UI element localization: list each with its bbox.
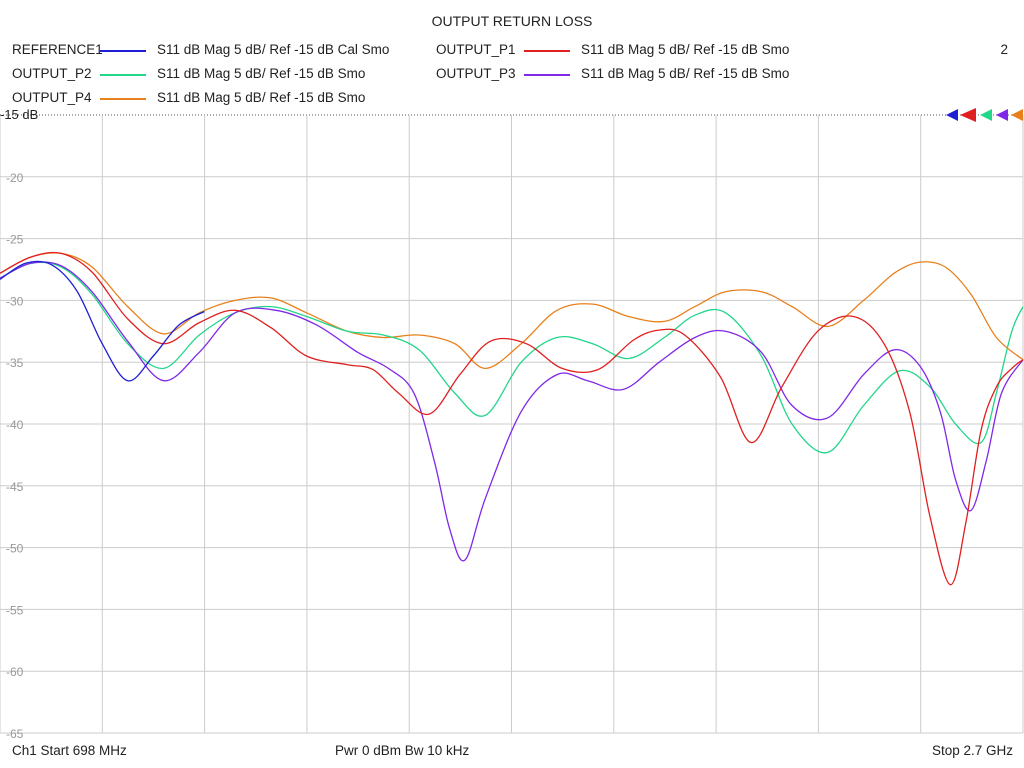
- legend-series-desc: S11 dB Mag 5 dB/ Ref -15 dB Smo: [157, 66, 366, 81]
- legend-swatch: [524, 50, 570, 52]
- legend-series-name: OUTPUT_P3: [436, 66, 516, 81]
- y-tick-label: -55: [6, 603, 24, 617]
- ref-marker-output-p1: [960, 108, 976, 122]
- ref-marker-reference1: [946, 109, 958, 121]
- ref-marker-output-p2: [980, 109, 992, 121]
- y-tick-label: -50: [6, 542, 24, 556]
- footer-stop: Stop 2.7 GHz: [931, 743, 1013, 758]
- legend-entry: REFERENCE1 S11 dB Mag 5 dB/ Ref -15 dB Ca…: [12, 42, 432, 60]
- trace-output-p1: [0, 251, 1024, 586]
- y-tick-label: -20: [6, 171, 24, 185]
- legend-swatch: [100, 50, 146, 52]
- legend-swatch: [100, 98, 146, 100]
- legend-series-desc: S11 dB Mag 5 dB/ Ref -15 dB Smo: [157, 90, 366, 105]
- y-tick-label: -45: [6, 480, 24, 494]
- legend-entry: OUTPUT_P1 S11 dB Mag 5 dB/ Ref -15 dB Smo: [436, 42, 856, 60]
- chart-title: OUTPUT RETURN LOSS: [431, 13, 593, 29]
- y-tick-label: -65: [6, 727, 24, 741]
- y-tick-label: -25: [6, 233, 24, 247]
- traces: [0, 251, 1024, 586]
- legend-series-name: REFERENCE1: [12, 42, 103, 57]
- legend-series-name: OUTPUT_P2: [12, 66, 92, 81]
- legend-entry: OUTPUT_P3 S11 dB Mag 5 dB/ Ref -15 dB Smo: [436, 66, 856, 84]
- y-tick-label: -40: [6, 418, 24, 432]
- y-tick-labels: -20 -25 -30 -35 -40 -45 -50 -55 -60 -65: [6, 171, 24, 741]
- legend-series-desc: S11 dB Mag 5 dB/ Ref -15 dB Smo: [581, 42, 790, 57]
- legend-series-desc: S11 dB Mag 5 dB/ Ref -15 dB Cal Smo: [157, 42, 390, 57]
- legend-series-desc: S11 dB Mag 5 dB/ Ref -15 dB Smo: [581, 66, 790, 81]
- reference-markers: [946, 108, 1023, 122]
- ref-marker-output-p3: [996, 109, 1008, 121]
- footer-start: Ch1 Start 698 MHz: [12, 743, 127, 758]
- legend-series-name: OUTPUT_P1: [436, 42, 516, 57]
- ref-marker-output-p4: [1011, 109, 1023, 121]
- grid: [0, 114, 1024, 734]
- legend-swatch: [100, 74, 146, 76]
- y-tick-label: -35: [6, 356, 24, 370]
- legend-swatch: [524, 74, 570, 76]
- y-tick-label: -30: [6, 294, 24, 308]
- legend-series-name: OUTPUT_P4: [12, 90, 92, 105]
- channel-number: 2: [1000, 42, 1008, 57]
- footer-power-bandwidth: Pwr 0 dBm Bw 10 kHz: [335, 743, 470, 758]
- trace-reference1: [0, 260, 205, 382]
- reference-level-label: -15 dB: [0, 107, 39, 122]
- trace-output-p4: [0, 252, 1024, 370]
- trace-output-p3: [0, 261, 1024, 562]
- y-tick-label: -60: [6, 665, 24, 679]
- legend-entry: OUTPUT_P4 S11 dB Mag 5 dB/ Ref -15 dB Smo: [12, 90, 432, 108]
- legend-entry: OUTPUT_P2 S11 dB Mag 5 dB/ Ref -15 dB Smo: [12, 66, 432, 84]
- trace-output-p2: [0, 261, 1024, 454]
